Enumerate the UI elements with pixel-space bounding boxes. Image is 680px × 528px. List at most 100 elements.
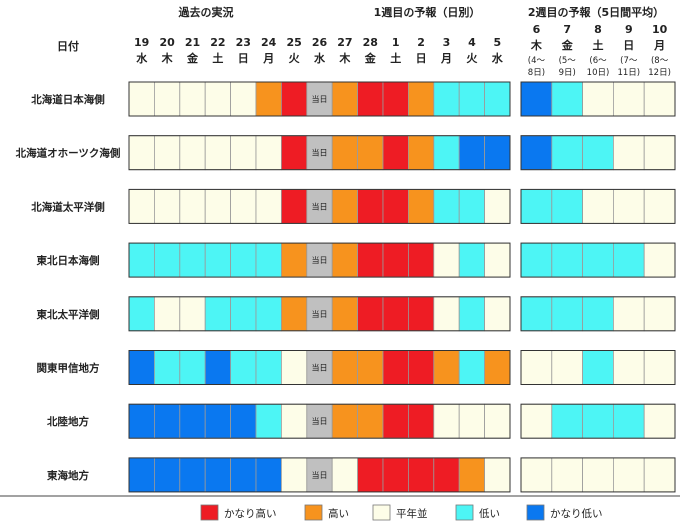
daily-cell — [204, 242, 231, 278]
daily-cell — [382, 403, 409, 439]
region-name: 北海道オホーツク海側 — [16, 147, 121, 160]
region-row: 関東甲信地方 当日 — [37, 350, 676, 385]
daily-cell — [357, 188, 384, 224]
daily-cell — [280, 81, 308, 117]
daily-cell — [204, 135, 231, 171]
weekly-cell — [582, 296, 614, 332]
today-label: 当日 — [312, 255, 328, 265]
region-name: 東海地方 — [47, 469, 89, 482]
today-label: 当日 — [312, 94, 328, 104]
week-col-weekday-label: 木 — [530, 38, 543, 52]
daily-cell — [204, 403, 231, 439]
daily-cell — [382, 242, 409, 278]
col-day-label: 5 — [493, 36, 501, 49]
daily-cell — [255, 135, 282, 171]
weekly-cell — [613, 403, 645, 439]
daily-cell — [382, 457, 409, 493]
region-name: 関東甲信地方 — [37, 362, 100, 375]
region-row: 東北日本海側 当日 — [37, 242, 676, 278]
legend-label: かなり低い — [550, 507, 603, 520]
col-day-label: 27 — [337, 36, 352, 49]
daily-cell — [484, 350, 511, 385]
weekly-cell — [613, 188, 645, 224]
daily-cell — [407, 350, 435, 385]
daily-cell — [357, 242, 384, 278]
daily-cell — [484, 403, 511, 439]
col-weekday-label: 日 — [238, 52, 249, 65]
weekly-cell — [643, 81, 676, 117]
weekly-cell — [643, 242, 676, 278]
daily-cell — [331, 135, 359, 171]
daily-cell — [280, 403, 308, 439]
region-row: 北海道オホーツク海側 当日 — [16, 135, 676, 171]
col-day-label: 3 — [443, 36, 451, 49]
col-day-label: 21 — [185, 36, 200, 49]
daily-cell — [255, 457, 282, 493]
weekly-cell — [582, 457, 614, 493]
daily-cell — [407, 135, 435, 171]
col-weekday-label: 土 — [212, 51, 223, 65]
weekly-cell — [582, 81, 614, 117]
daily-cell — [357, 350, 384, 385]
legend-swatch — [200, 504, 219, 521]
region-name: 北陸地方 — [47, 415, 89, 428]
daily-cell — [128, 350, 155, 385]
daily-cell — [433, 403, 460, 439]
daily-cell — [357, 296, 384, 332]
region-row: 東北太平洋側 当日 — [37, 296, 676, 332]
week-col-range-end: 9日) — [559, 68, 576, 78]
daily-cell — [331, 188, 359, 224]
daily-cell — [128, 135, 155, 171]
daily-cell — [280, 188, 308, 224]
daily-cell — [128, 403, 155, 439]
col-day-label: 23 — [236, 36, 251, 49]
col-weekday-label: 水 — [136, 51, 148, 65]
daily-cell — [153, 188, 181, 224]
daily-cell — [331, 457, 359, 493]
daily-cell — [153, 296, 181, 332]
today-label: 当日 — [312, 416, 328, 426]
week-col-range-end: 8日) — [528, 68, 545, 78]
daily-cell — [433, 135, 460, 171]
col-weekday-label: 水 — [314, 51, 326, 65]
daily-cell — [230, 81, 257, 117]
daily-cell — [433, 81, 460, 117]
daily-cell — [382, 188, 409, 224]
col-day-label: 1 — [392, 36, 400, 49]
col-day-label: 19 — [134, 36, 149, 49]
daily-cell — [204, 350, 231, 385]
weekly-block-border — [520, 296, 676, 332]
weekly-cell — [520, 242, 553, 278]
daily-cell — [255, 242, 282, 278]
daily-cell — [407, 457, 435, 493]
daily-cell — [230, 457, 257, 493]
daily-cell — [230, 188, 257, 224]
weekly-cell — [643, 403, 676, 439]
weekly-cell — [643, 296, 676, 332]
daily-cell — [230, 350, 257, 385]
week-col-range-start: (6～ — [589, 56, 607, 66]
weekly-cell — [551, 135, 583, 171]
week-col-range-end: 11日) — [617, 68, 640, 78]
legend-swatch — [455, 504, 474, 521]
daily-cell — [153, 135, 181, 171]
weekly-block-border — [520, 81, 676, 117]
daily-cell — [407, 296, 435, 332]
weekly-cell — [643, 457, 676, 493]
daily-cell — [331, 350, 359, 385]
region-row: 北陸地方 当日 — [47, 403, 676, 439]
daily-block-border — [128, 81, 511, 117]
weekly-block-border — [520, 135, 676, 171]
daily-cell — [458, 296, 486, 332]
daily-block-border — [128, 296, 511, 332]
daily-cell — [230, 242, 257, 278]
legend-swatch — [526, 504, 545, 521]
daily-cell — [331, 242, 359, 278]
daily-cell — [255, 188, 282, 224]
week-col-day-label: 8 — [594, 23, 602, 36]
daily-cell — [255, 81, 282, 117]
daily-cell — [230, 403, 257, 439]
daily-cell — [280, 135, 308, 171]
weekly-cell — [582, 242, 614, 278]
daily-cell — [433, 350, 460, 385]
